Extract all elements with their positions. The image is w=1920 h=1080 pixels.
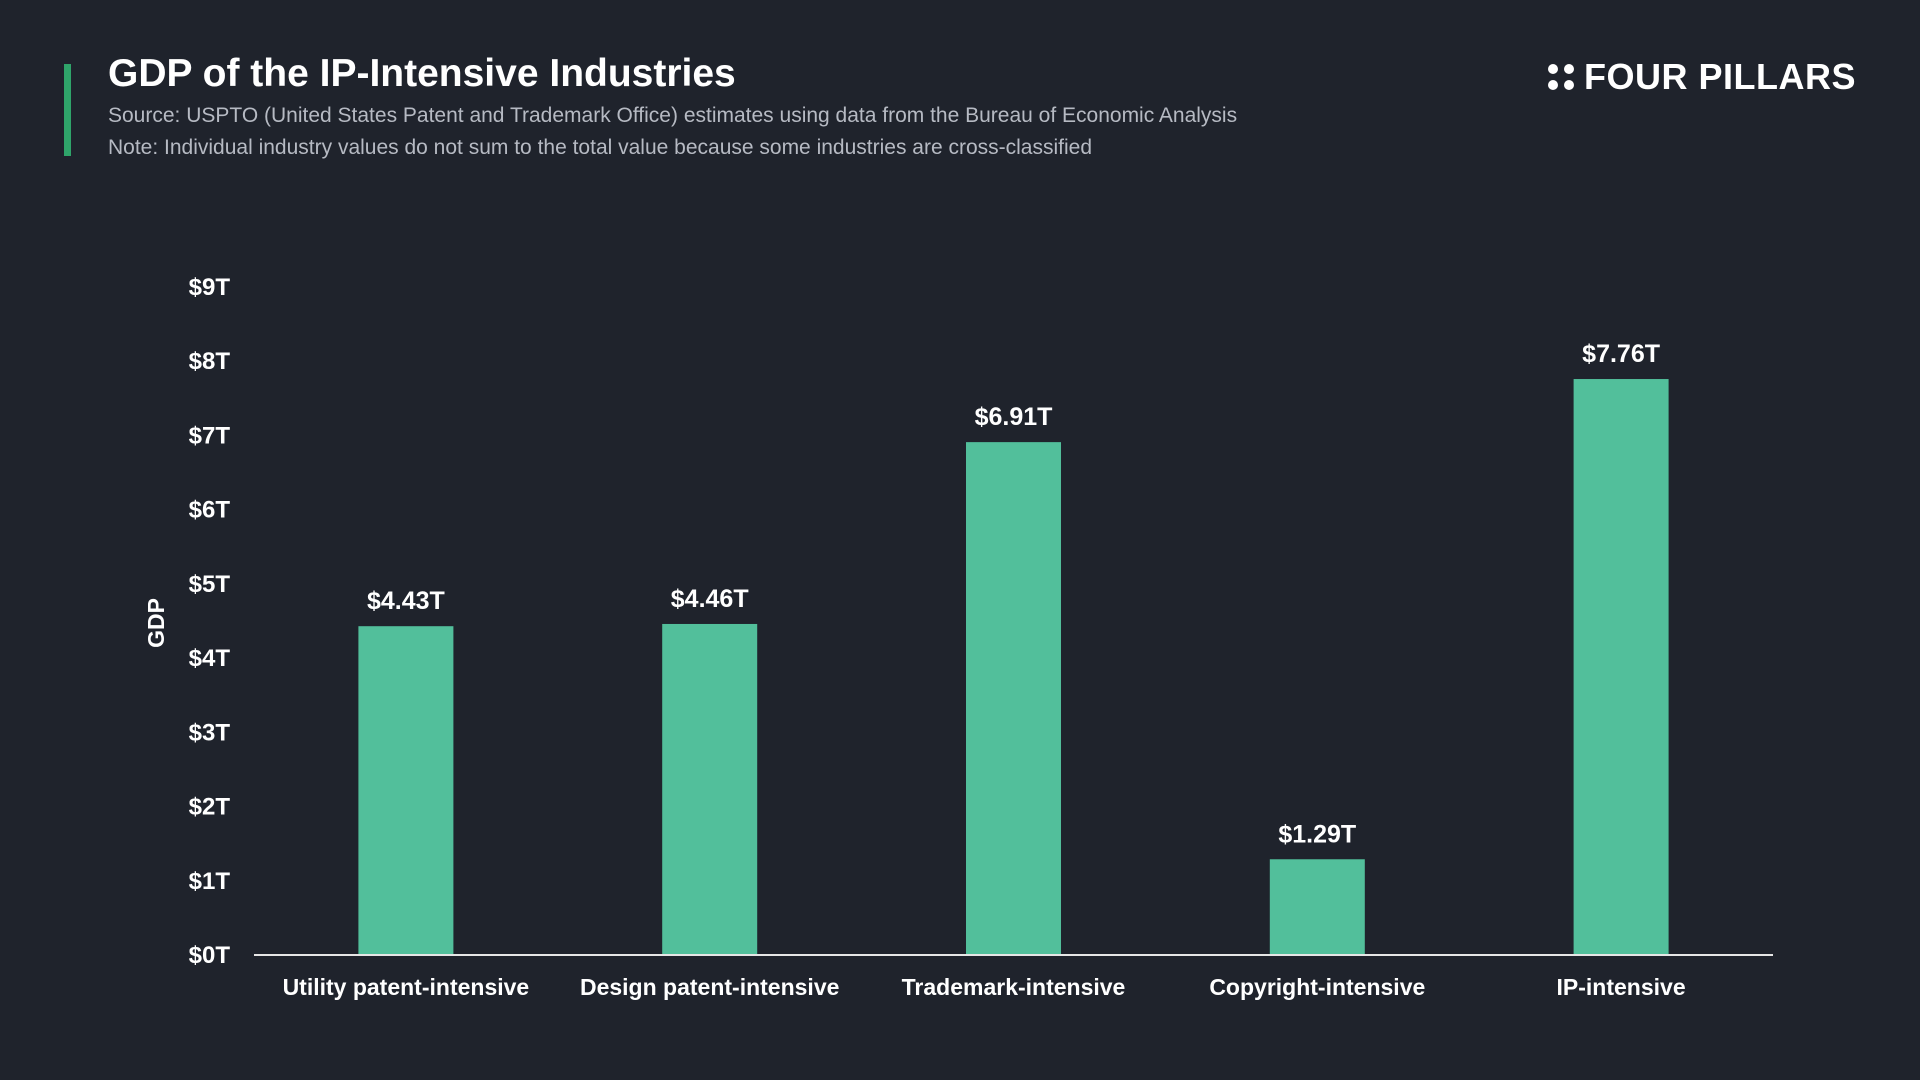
y-tick-label: $9T (189, 274, 231, 301)
y-tick-label: $6T (189, 497, 231, 524)
bar-value-label: $7.76T (1582, 340, 1660, 368)
x-tick-label: Copyright-intensive (1209, 974, 1425, 1000)
y-tick-label: $0T (189, 942, 231, 969)
brand-logo: FOUR PILLARS (1548, 56, 1856, 98)
brand-name: FOUR PILLARS (1584, 56, 1856, 97)
y-tick-label: $4T (189, 645, 231, 672)
title-accent-bar (64, 64, 71, 156)
bar-value-label: $4.43T (367, 587, 445, 615)
bar (358, 626, 454, 955)
footnote: Note: Individual industry values do not … (108, 136, 1093, 159)
bars (358, 379, 1669, 956)
y-tick-label: $8T (189, 348, 231, 375)
bar (662, 623, 758, 955)
bar-value-label: $1.29T (1278, 820, 1356, 848)
bar-value-label: $6.91T (975, 403, 1053, 431)
y-tick-label: $1T (189, 868, 231, 895)
x-tick-label: Design patent-intensive (580, 974, 839, 1000)
bar-value-label: $4.46T (671, 585, 749, 613)
x-tick-label: Utility patent-intensive (283, 974, 530, 1000)
y-tick-label: $7T (189, 422, 231, 449)
y-tick-label: $5T (189, 571, 231, 598)
x-axis-ticks: Utility patent-intensive Design patent-in… (283, 974, 1686, 1000)
x-tick-label: IP-intensive (1557, 974, 1686, 1000)
four-dots-icon (1548, 64, 1574, 90)
y-tick-label: $2T (189, 794, 231, 821)
source-note: Source: USPTO (United States Patent and … (108, 104, 1238, 127)
x-tick-label: Trademark-intensive (902, 974, 1126, 1000)
chart-title: GDP of the IP-Intensive Industries (108, 52, 736, 95)
value-labels: $4.43T $4.46T $6.91T $1.29T $7.76T (367, 340, 1660, 848)
y-axis-label: GDP (143, 598, 169, 648)
y-axis-ticks: $0T $1T $2T $3T $4T $5T $6T $7T $8T $9T (189, 274, 231, 969)
bar (966, 442, 1061, 955)
bar (1573, 379, 1669, 956)
y-tick-label: $3T (189, 719, 231, 746)
bar (1269, 859, 1365, 955)
